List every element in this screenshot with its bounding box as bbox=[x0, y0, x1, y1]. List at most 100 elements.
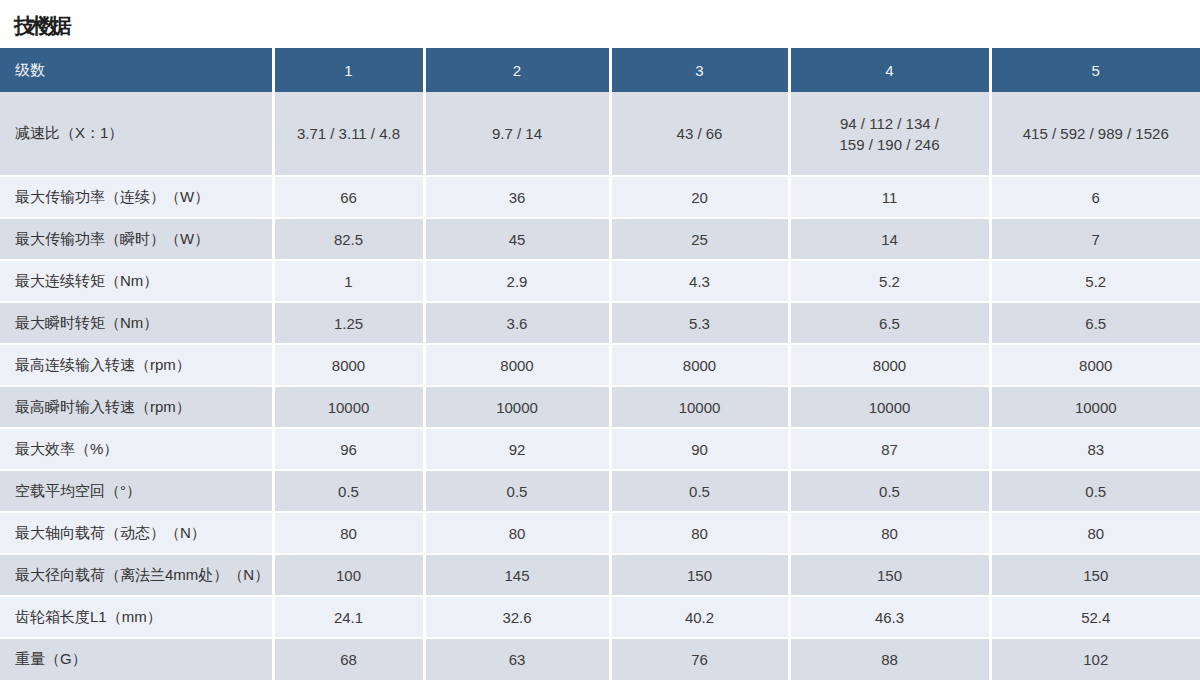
cell-value: 4.3 bbox=[610, 260, 789, 302]
page-title: 技术数据 bbox=[14, 12, 1200, 36]
cell-value: 46.3 bbox=[789, 596, 990, 638]
table-row: 最高瞬时输入转速（rpm）1000010000100001000010000 bbox=[0, 386, 1200, 428]
cell-value: 0.5 bbox=[789, 470, 990, 512]
cell-value: 9.7 / 14 bbox=[424, 92, 610, 176]
cell-value: 8000 bbox=[273, 344, 424, 386]
cell-value: 80 bbox=[990, 512, 1200, 554]
row-label: 空载平均空回（°） bbox=[0, 470, 273, 512]
table-row: 最高连续输入转速（rpm）80008000800080008000 bbox=[0, 344, 1200, 386]
cell-value: 1 bbox=[273, 260, 424, 302]
cell-value: 36 bbox=[424, 176, 610, 218]
cell-value: 3.6 bbox=[424, 302, 610, 344]
cell-value: 32.6 bbox=[424, 596, 610, 638]
cell-value: 0.5 bbox=[273, 470, 424, 512]
cell-value: 5.2 bbox=[789, 260, 990, 302]
cell-value: 3.71 / 3.11 / 4.8 bbox=[273, 92, 424, 176]
header-col-5: 5 bbox=[990, 48, 1200, 92]
cell-value: 150 bbox=[789, 554, 990, 596]
cell-value: 82.5 bbox=[273, 218, 424, 260]
cell-value: 8000 bbox=[990, 344, 1200, 386]
cell-value: 40.2 bbox=[610, 596, 789, 638]
header-col-1: 1 bbox=[273, 48, 424, 92]
cell-value: 145 bbox=[424, 554, 610, 596]
cell-value: 6 bbox=[990, 176, 1200, 218]
table-row: 最大连续转矩（Nm）12.94.35.25.2 bbox=[0, 260, 1200, 302]
cell-value: 76 bbox=[610, 638, 789, 680]
cell-value: 6.5 bbox=[789, 302, 990, 344]
cell-value: 10000 bbox=[424, 386, 610, 428]
header-col-3: 3 bbox=[610, 48, 789, 92]
cell-value: 90 bbox=[610, 428, 789, 470]
cell-value: 5.3 bbox=[610, 302, 789, 344]
header-label-stages: 级数 bbox=[0, 48, 273, 92]
row-label: 最大效率（%） bbox=[0, 428, 273, 470]
page: 技术数据 级数 12345 减速比（X：1）3.71 / 3.11 / 4.89… bbox=[0, 0, 1200, 680]
cell-value: 83 bbox=[990, 428, 1200, 470]
cell-value: 80 bbox=[789, 512, 990, 554]
table-row: 重量（G）68637688102 bbox=[0, 638, 1200, 680]
cell-value: 45 bbox=[424, 218, 610, 260]
table-row: 最大径向载荷（离法兰4mm处）（N）100145150150150 bbox=[0, 554, 1200, 596]
table-row: 空载平均空回（°）0.50.50.50.50.5 bbox=[0, 470, 1200, 512]
cell-value: 150 bbox=[990, 554, 1200, 596]
table-row: 齿轮箱长度L1（mm）24.132.640.246.352.4 bbox=[0, 596, 1200, 638]
cell-value: 10000 bbox=[273, 386, 424, 428]
cell-value: 100 bbox=[273, 554, 424, 596]
cell-value: 1.25 bbox=[273, 302, 424, 344]
cell-value: 8000 bbox=[610, 344, 789, 386]
cell-value: 43 / 66 bbox=[610, 92, 789, 176]
cell-value: 94 / 112 / 134 / 159 / 190 / 246 bbox=[789, 92, 990, 176]
cell-value: 66 bbox=[273, 176, 424, 218]
table-row: 最大瞬时转矩（Nm）1.253.65.36.56.5 bbox=[0, 302, 1200, 344]
table-row: 减速比（X：1）3.71 / 3.11 / 4.89.7 / 1443 / 66… bbox=[0, 92, 1200, 176]
cell-value: 5.2 bbox=[990, 260, 1200, 302]
spec-table: 级数 12345 减速比（X：1）3.71 / 3.11 / 4.89.7 / … bbox=[0, 48, 1200, 680]
row-label: 最大传输功率（瞬时）（W） bbox=[0, 218, 273, 260]
cell-value: 68 bbox=[273, 638, 424, 680]
cell-value: 0.5 bbox=[610, 470, 789, 512]
cell-value: 80 bbox=[424, 512, 610, 554]
table-row: 最大效率（%）9692908783 bbox=[0, 428, 1200, 470]
header-col-2: 2 bbox=[424, 48, 610, 92]
row-label: 齿轮箱长度L1（mm） bbox=[0, 596, 273, 638]
table-header-row: 级数 12345 bbox=[0, 48, 1200, 92]
cell-value: 10000 bbox=[789, 386, 990, 428]
row-label: 最大瞬时转矩（Nm） bbox=[0, 302, 273, 344]
cell-value: 20 bbox=[610, 176, 789, 218]
cell-value: 96 bbox=[273, 428, 424, 470]
cell-value: 0.5 bbox=[424, 470, 610, 512]
cell-value: 0.5 bbox=[990, 470, 1200, 512]
cell-value: 7 bbox=[990, 218, 1200, 260]
table-row: 最大传输功率（连续）（W）663620116 bbox=[0, 176, 1200, 218]
row-label: 最大连续转矩（Nm） bbox=[0, 260, 273, 302]
cell-value: 25 bbox=[610, 218, 789, 260]
row-label: 减速比（X：1） bbox=[0, 92, 273, 176]
cell-value: 6.5 bbox=[990, 302, 1200, 344]
cell-value: 102 bbox=[990, 638, 1200, 680]
cell-value: 10000 bbox=[610, 386, 789, 428]
cell-value: 92 bbox=[424, 428, 610, 470]
cell-value: 80 bbox=[273, 512, 424, 554]
cell-value: 8000 bbox=[789, 344, 990, 386]
row-label: 最高瞬时输入转速（rpm） bbox=[0, 386, 273, 428]
cell-value: 24.1 bbox=[273, 596, 424, 638]
cell-value: 8000 bbox=[424, 344, 610, 386]
header-col-4: 4 bbox=[789, 48, 990, 92]
table-row: 最大轴向载荷（动态）（N）8080808080 bbox=[0, 512, 1200, 554]
cell-value: 88 bbox=[789, 638, 990, 680]
cell-value: 80 bbox=[610, 512, 789, 554]
cell-value: 2.9 bbox=[424, 260, 610, 302]
cell-value: 63 bbox=[424, 638, 610, 680]
cell-value: 11 bbox=[789, 176, 990, 218]
row-label: 最大径向载荷（离法兰4mm处）（N） bbox=[0, 554, 273, 596]
cell-value: 14 bbox=[789, 218, 990, 260]
row-label: 最大轴向载荷（动态）（N） bbox=[0, 512, 273, 554]
row-label: 最大传输功率（连续）（W） bbox=[0, 176, 273, 218]
cell-value: 10000 bbox=[990, 386, 1200, 428]
cell-value: 150 bbox=[610, 554, 789, 596]
cell-value: 52.4 bbox=[990, 596, 1200, 638]
cell-value: 87 bbox=[789, 428, 990, 470]
row-label: 最高连续输入转速（rpm） bbox=[0, 344, 273, 386]
row-label: 重量（G） bbox=[0, 638, 273, 680]
cell-value: 415 / 592 / 989 / 1526 bbox=[990, 92, 1200, 176]
